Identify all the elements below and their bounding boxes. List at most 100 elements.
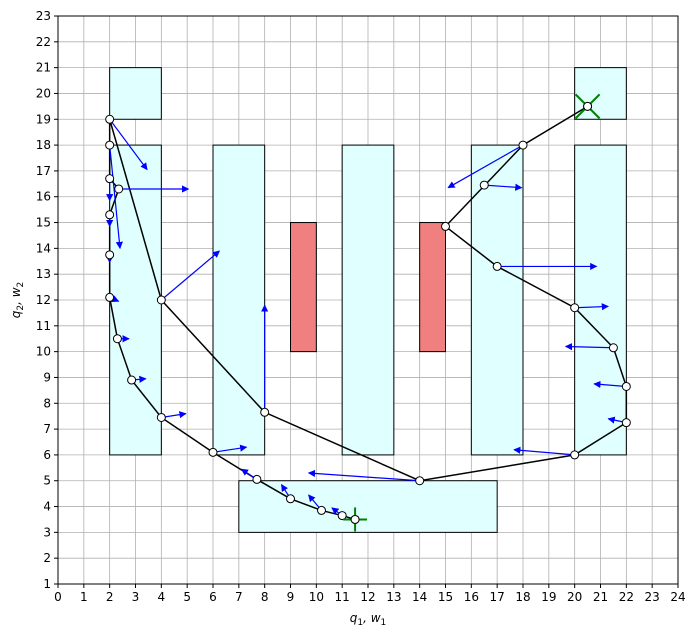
x-tick-label: 14 xyxy=(412,590,427,604)
trajectory-point xyxy=(252,474,262,484)
trajectory-point xyxy=(441,221,450,231)
region-red xyxy=(419,222,446,353)
x-tick-label: 0 xyxy=(54,590,62,604)
obstacle-regions xyxy=(109,67,627,533)
trajectory-point xyxy=(127,375,137,385)
x-tick-label: 17 xyxy=(490,590,505,604)
x-tick-label: 3 xyxy=(132,590,140,604)
y-tick-label: 12 xyxy=(36,293,51,307)
velocity-arrow xyxy=(160,250,221,301)
y-tick-label: 4 xyxy=(43,500,51,514)
trajectory-point xyxy=(337,511,347,521)
x-tick-label: 5 xyxy=(183,590,191,604)
y-tick-label: 2 xyxy=(43,551,51,565)
velocity-arrow xyxy=(513,446,575,456)
x-tick-label: 6 xyxy=(209,590,217,604)
trajectory-point xyxy=(317,505,326,515)
x-tick-label: 18 xyxy=(515,590,530,604)
region-cyan xyxy=(238,480,498,533)
y-tick-label: 22 xyxy=(36,35,51,49)
trajectory-point xyxy=(621,381,631,391)
y-tick-label: 14 xyxy=(36,241,51,255)
x-tick-label: 11 xyxy=(335,590,350,604)
y-tick-label: 9 xyxy=(43,370,51,384)
y-tick-label: 18 xyxy=(36,138,51,152)
velocity-arrow xyxy=(564,343,614,351)
y-tick-label: 11 xyxy=(36,319,51,333)
region-cyan xyxy=(109,67,162,120)
velocity-arrow xyxy=(447,144,524,189)
trajectory-point xyxy=(105,210,115,220)
start-goal-markers xyxy=(343,93,601,532)
y-tick-label: 21 xyxy=(36,61,51,75)
y-tick-label: 8 xyxy=(43,396,51,410)
x-tick-label: 1 xyxy=(80,590,88,604)
trajectory-point xyxy=(105,250,115,260)
trajectory-point xyxy=(570,303,580,313)
y-tick-label: 10 xyxy=(36,345,51,359)
region-cyan xyxy=(470,144,524,456)
trajectory-point xyxy=(260,407,270,417)
trajectory-point xyxy=(105,292,115,302)
trajectory-point xyxy=(112,334,122,344)
trajectory-point xyxy=(415,476,425,486)
x-tick-label: 12 xyxy=(360,590,375,604)
velocity-arrow xyxy=(109,145,123,250)
trajectory-line xyxy=(108,105,628,521)
trajectory-point xyxy=(105,174,115,184)
y-tick-label: 15 xyxy=(36,216,51,230)
y-tick-label: 1 xyxy=(43,577,51,591)
velocity-arrow xyxy=(307,469,420,482)
trajectory-point xyxy=(492,261,502,271)
velocity-arrow xyxy=(593,380,627,389)
x-tick-label: 21 xyxy=(593,590,608,604)
trajectory-point xyxy=(156,295,166,305)
y-tick-label: 16 xyxy=(36,190,51,204)
trajectory-point xyxy=(105,114,115,124)
trajectory-point xyxy=(114,184,124,194)
region-cyan xyxy=(341,144,395,456)
x-tick-label: 2 xyxy=(106,590,114,604)
x-tick-label: 15 xyxy=(438,590,453,604)
start-point xyxy=(350,514,360,524)
trajectory-point xyxy=(621,418,631,428)
y-tick-label: 17 xyxy=(36,164,51,178)
y-tick-label: 13 xyxy=(36,267,51,281)
y-tick-label: 7 xyxy=(43,422,51,436)
y-tick-label: 20 xyxy=(36,86,51,100)
goal-point xyxy=(583,101,593,111)
x-axis-ticks: 0 1 2 3 4 5 6 7 8 9 10 11 12 13 14 15 16 17 18 19 20 21 22 23 24 xyxy=(54,584,686,604)
y-tick-label: 5 xyxy=(43,474,51,488)
velocity-arrow xyxy=(484,183,523,191)
y-tick-label: 19 xyxy=(36,112,51,126)
trajectory-point xyxy=(156,412,166,422)
x-tick-label: 13 xyxy=(386,590,401,604)
y-tick-label: 3 xyxy=(43,525,51,539)
x-tick-label: 9 xyxy=(287,590,295,604)
trajectory-point xyxy=(518,140,528,150)
y-tick-label: 23 xyxy=(36,9,51,23)
trajectory-point xyxy=(608,343,618,353)
trajectory-point xyxy=(479,180,489,190)
x-tick-label: 4 xyxy=(158,590,166,604)
x-tick-label: 24 xyxy=(670,590,685,604)
trajectory-point xyxy=(208,447,218,457)
x-tick-label: 7 xyxy=(235,590,243,604)
y-axis-label: q2, w2 xyxy=(9,282,26,319)
trajectory xyxy=(108,105,628,521)
velocity-arrows xyxy=(106,118,627,517)
x-axis-label: q1, w1 xyxy=(350,611,387,628)
x-tick-label: 20 xyxy=(567,590,582,604)
region-cyan xyxy=(574,144,627,456)
trajectory-point xyxy=(286,494,295,504)
x-tick-label: 16 xyxy=(464,590,479,604)
region-cyan xyxy=(212,144,266,456)
x-tick-label: 19 xyxy=(541,590,556,604)
region-red xyxy=(290,222,317,353)
y-tick-label: 6 xyxy=(43,448,51,462)
x-tick-label: 22 xyxy=(619,590,634,604)
velocity-arrow xyxy=(109,118,148,171)
x-tick-label: 10 xyxy=(309,590,324,604)
